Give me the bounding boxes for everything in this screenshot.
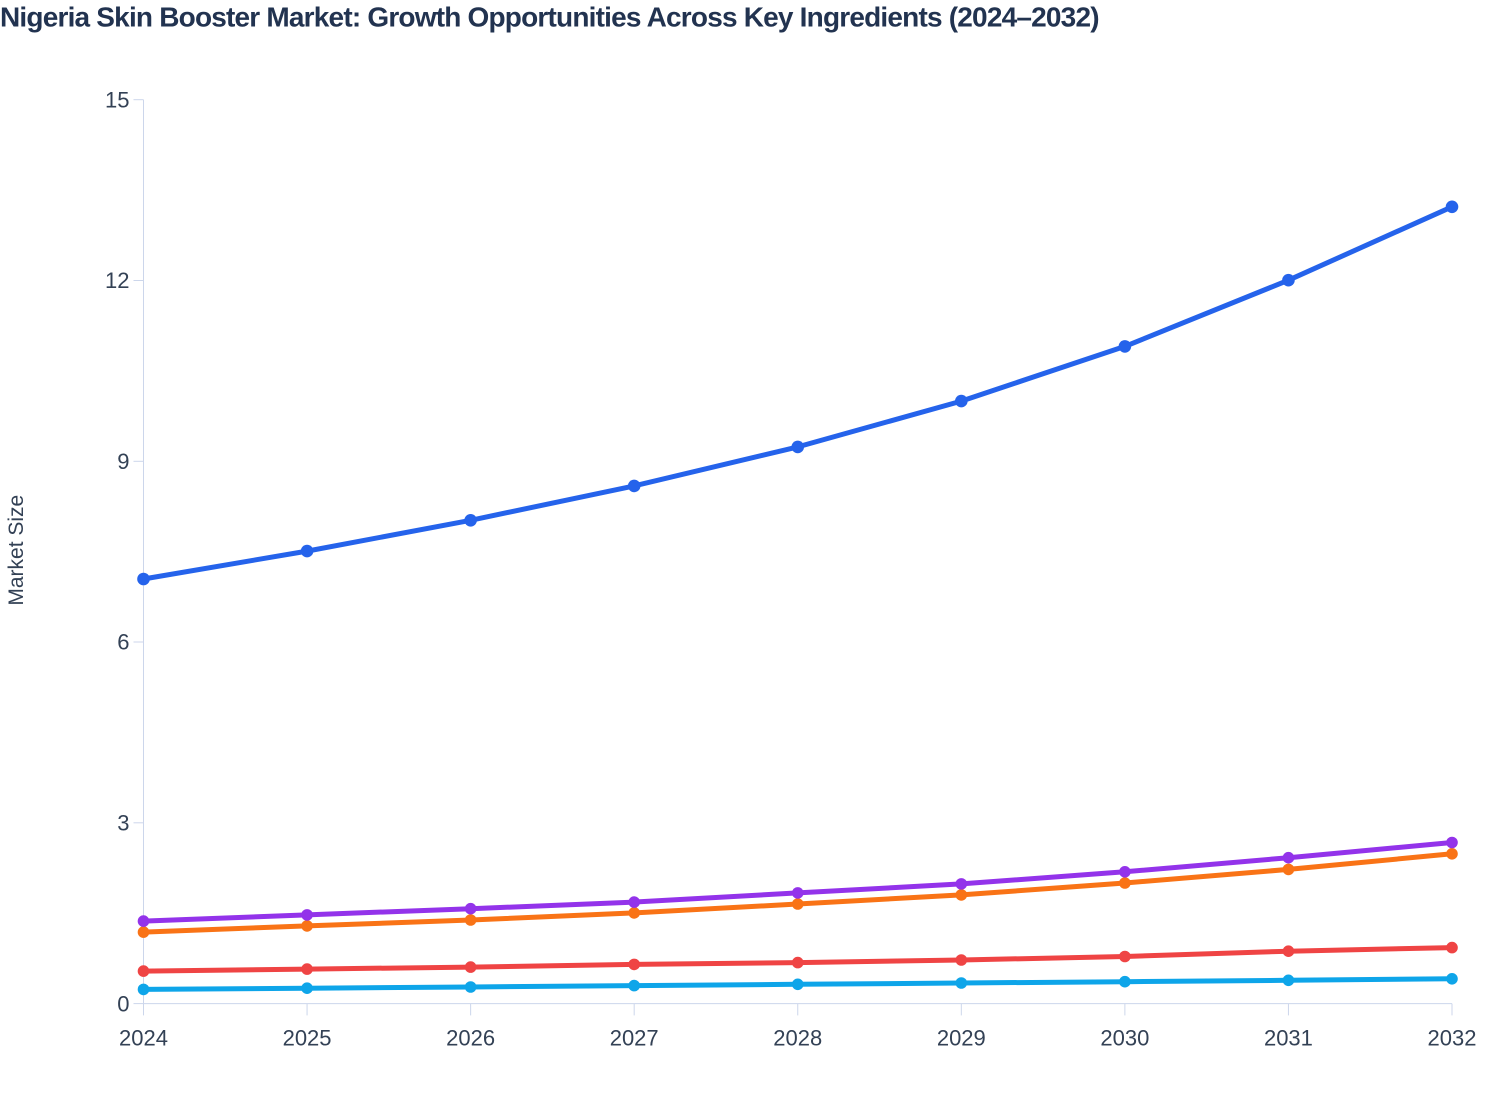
svg-text:2032: 2032 <box>1428 1026 1477 1051</box>
svg-text:2030: 2030 <box>1100 1026 1149 1051</box>
svg-text:0: 0 <box>117 991 129 1016</box>
svg-text:9: 9 <box>117 449 129 474</box>
svg-text:2031: 2031 <box>1264 1026 1313 1051</box>
svg-text:2026: 2026 <box>446 1026 495 1051</box>
svg-text:Market Size: Market Size <box>5 495 28 606</box>
svg-text:2029: 2029 <box>937 1026 986 1051</box>
svg-text:3: 3 <box>117 811 129 836</box>
svg-text:2024: 2024 <box>119 1026 168 1051</box>
svg-text:12: 12 <box>105 268 129 293</box>
svg-text:15: 15 <box>105 87 129 112</box>
svg-text:Nigeria Skin Booster Market: G: Nigeria Skin Booster Market: Growth Oppo… <box>0 2 1099 33</box>
svg-text:2027: 2027 <box>610 1026 659 1051</box>
svg-text:6: 6 <box>117 630 129 655</box>
svg-text:2028: 2028 <box>773 1026 822 1051</box>
svg-text:2025: 2025 <box>283 1026 332 1051</box>
